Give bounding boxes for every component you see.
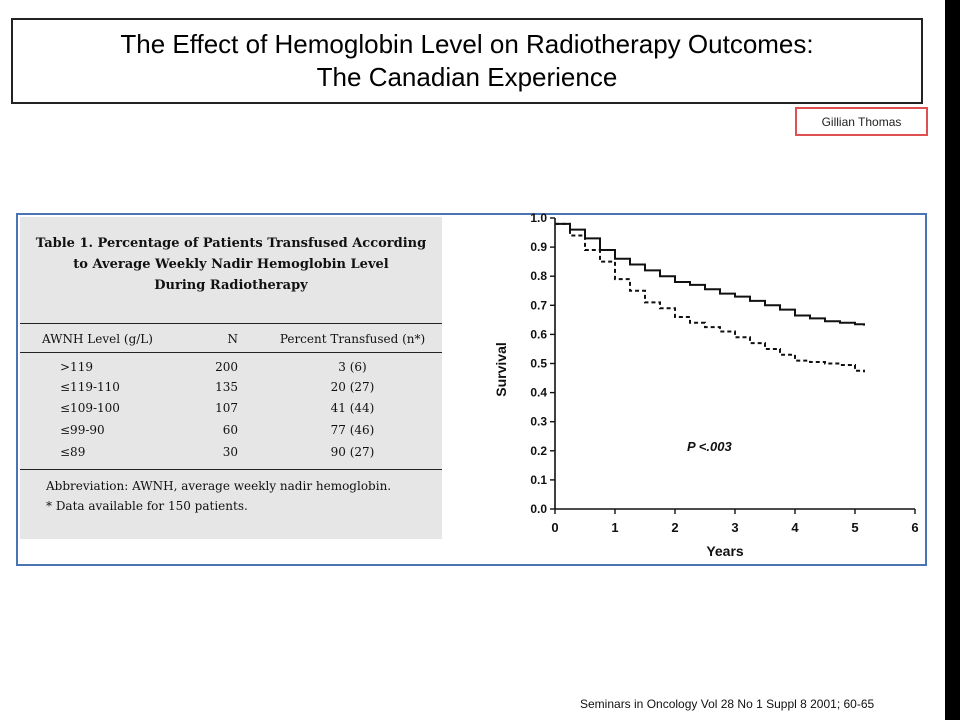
table-footnote: Abbreviation: AWNH, average weekly nadir… [46, 479, 392, 493]
y-tick-label: 0.3 [530, 415, 547, 429]
table-cell-percent: 20 (27) [330, 380, 375, 394]
y-tick-label: 1.0 [530, 212, 547, 225]
slide-title: The Effect of Hemoglobin Level on Radiot… [11, 18, 923, 104]
survival-curve-dashed [555, 222, 865, 373]
x-tick-label: 0 [551, 520, 558, 535]
y-axis-label: Survival [493, 342, 509, 396]
table-cell-n: 30 [222, 445, 238, 459]
y-tick-label: 0.1 [530, 473, 547, 487]
table-cell-level: ≤89 [60, 445, 86, 459]
table-cell-level: ≤99-90 [60, 423, 105, 437]
table-cell-percent: 90 (27) [330, 445, 375, 459]
survival-chart: 0.0 0.1 0.2 0.3 0.4 0.5 0.6 0.7 0.8 0.9 1.0 0 1 2 3 4 5 6… [493, 212, 919, 559]
table-cell-percent: 41 (44) [330, 401, 375, 415]
table-cell-level: >119 [60, 360, 93, 374]
y-tick-label: 0.0 [530, 502, 547, 516]
table-header-level: AWNH Level (g/L) [42, 332, 153, 346]
y-tick-label: 0.2 [530, 444, 547, 458]
table-footnote: * Data available for 150 patients. [46, 499, 248, 513]
x-tick-label: 4 [791, 520, 799, 535]
table-rule [20, 469, 442, 470]
table-title-line2: to Average Weekly Nadir Hemoglobin Level [73, 257, 389, 272]
table-title: Table 1. Percentage of Patients Transfus… [20, 233, 442, 296]
slide-title-line1: The Effect of Hemoglobin Level on Radiot… [120, 29, 814, 59]
author-label: Gillian Thomas [795, 107, 928, 136]
y-tick-label: 0.5 [530, 357, 547, 371]
citation: Seminars in Oncology Vol 28 No 1 Suppl 8… [580, 697, 875, 711]
x-tick-label: 6 [911, 520, 918, 535]
x-tick-label: 2 [671, 520, 678, 535]
table-cell-n: 60 [222, 423, 238, 437]
p-value-annotation: P <.003 [687, 439, 732, 454]
table-cell-n: 200 [215, 360, 238, 374]
table-title-line1: Table 1. Percentage of Patients Transfus… [35, 236, 427, 251]
survival-curve-solid [555, 222, 865, 326]
table-cell-level: ≤109-100 [60, 401, 120, 415]
table-header-percent: Percent Transfused (n*) [279, 332, 426, 346]
slide-title-line2: The Canadian Experience [316, 62, 618, 92]
x-tick-label: 5 [851, 520, 858, 535]
table-cell-percent: 3 (6) [338, 360, 367, 374]
table-rule [20, 352, 442, 353]
table-header-n: N [227, 332, 239, 346]
y-tick-label: 0.4 [530, 386, 547, 400]
x-tick-label: 3 [731, 520, 738, 535]
transfusion-table: Table 1. Percentage of Patients Transfus… [20, 217, 442, 539]
x-axis-label: Years [706, 543, 744, 559]
table-cell-level: ≤119-110 [60, 380, 120, 394]
table-rule [20, 323, 442, 324]
table-cell-n: 135 [215, 380, 238, 394]
y-tick-label: 0.9 [530, 240, 547, 254]
y-tick-label: 0.8 [530, 269, 547, 283]
table-title-line3: During Radiotherapy [154, 278, 308, 293]
table-cell-n: 107 [215, 401, 238, 415]
y-tick-label: 0.7 [530, 298, 547, 312]
y-tick-label: 0.6 [530, 327, 547, 341]
table-cell-percent: 77 (46) [330, 423, 375, 437]
x-tick-label: 1 [611, 520, 618, 535]
slide-edge-bar [945, 0, 960, 720]
